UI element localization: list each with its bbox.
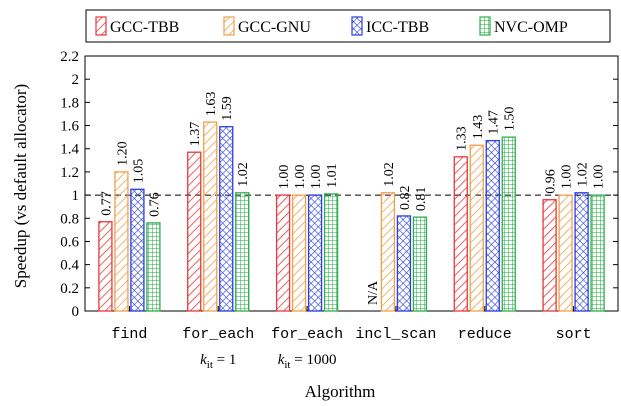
- plot-area: 00.20.40.60.811.21.41.61.822.2find0.771.…: [60, 49, 619, 371]
- data-label: 1.00: [560, 165, 575, 190]
- x-tick-label-sort: sort: [556, 326, 592, 343]
- bar-nvc-omp-reduce: [501, 136, 516, 312]
- k-it-sublabel: kit = 1000: [278, 352, 337, 371]
- x-axis-title: Algorithm: [305, 382, 376, 401]
- data-label: 0.81: [414, 187, 429, 212]
- bar-gcc-tbb-for-each: [275, 194, 291, 312]
- data-label: 1.00: [293, 165, 308, 190]
- bar-gcc-gnu-reduce: [469, 144, 484, 312]
- bar-gcc-gnu-find: [114, 171, 129, 312]
- bar-icc-tbb-for-each: [307, 194, 323, 312]
- data-label: 1.01: [325, 163, 340, 188]
- x-tick-label-for-each: for_each: [271, 326, 343, 343]
- k-it-sublabel: kit = 1: [200, 352, 236, 371]
- legend-label-icc-tbb: ICC-TBB: [366, 19, 429, 36]
- legend-swatch-nvc-omp: [479, 16, 491, 36]
- bar-gcc-gnu-for-each: [291, 194, 307, 312]
- x-tick-label-find: find: [111, 326, 147, 343]
- bar-nvc-omp-sort: [590, 194, 605, 312]
- bar-nvc-omp-find: [146, 222, 161, 312]
- y-tick-label: 2.2: [60, 49, 79, 65]
- legend-box: [85, 9, 611, 43]
- data-label: 0.82: [398, 185, 413, 210]
- y-tick-label: 0.6: [60, 234, 79, 250]
- legend-swatch-gcc-gnu: [223, 16, 235, 36]
- bar-nvc-omp-for-each: [235, 192, 250, 312]
- bar-nvc-omp-incl-scan: [412, 216, 428, 312]
- x-tick-label-incl-scan: incl_scan: [355, 326, 436, 343]
- data-label: 1.05: [131, 159, 146, 184]
- bar-gcc-tbb-for-each: [187, 151, 202, 312]
- legend-label-gcc-gnu: GCC-GNU: [238, 19, 311, 36]
- plot-frame: [84, 55, 619, 312]
- data-label: 1.00: [592, 165, 607, 190]
- data-label: 1.20: [115, 141, 130, 166]
- legend: GCC-TBB GCC-GNU ICC-TBB NVC-OMP: [85, 9, 611, 43]
- bar-icc-tbb-incl-scan: [396, 215, 412, 312]
- data-label: 1.59: [220, 96, 235, 121]
- na-label: N/A: [366, 280, 381, 305]
- bar-gcc-tbb-find: [98, 221, 113, 312]
- data-label: 1.47: [487, 110, 502, 135]
- bar-gcc-gnu-for-each: [203, 121, 218, 312]
- y-tick-label: 0.4: [60, 258, 79, 274]
- bar-icc-tbb-find: [130, 188, 145, 312]
- data-label: 0.77: [99, 191, 114, 216]
- legend-label-nvc-omp: NVC-OMP: [494, 19, 568, 36]
- y-tick-label: 0: [72, 304, 80, 320]
- bar-gcc-gnu-sort: [558, 194, 573, 312]
- bar-nvc-omp-for-each: [323, 193, 339, 312]
- legend-swatch-icc-tbb: [351, 16, 363, 36]
- data-label: 1.63: [204, 92, 219, 117]
- data-label: 1.37: [188, 122, 203, 147]
- bar-gcc-tbb-reduce: [453, 156, 468, 312]
- bar-gcc-tbb-sort: [542, 199, 557, 312]
- y-tick-label: 0.8: [60, 211, 79, 227]
- data-label: 0.76: [147, 192, 162, 217]
- legend-label-gcc-tbb: GCC-TBB: [110, 19, 179, 36]
- data-label: 1.02: [382, 162, 397, 187]
- y-axis-title: Speedup (vs default allocator): [11, 84, 30, 288]
- y-tick-label: 2: [72, 72, 80, 88]
- data-label: 1.00: [277, 165, 292, 190]
- x-tick-label-for-each: for_each: [182, 326, 254, 343]
- y-tick-label: 1.4: [60, 142, 79, 158]
- bar-icc-tbb-sort: [574, 192, 589, 312]
- data-label: 1.33: [455, 126, 470, 151]
- bar-icc-tbb-for-each: [219, 126, 234, 312]
- legend-swatch-gcc-tbb: [95, 16, 107, 36]
- data-label: 1.02: [236, 162, 251, 187]
- data-label: 1.00: [309, 165, 324, 190]
- y-tick-label: 1.8: [60, 95, 79, 111]
- y-tick-label: 1.6: [60, 119, 79, 135]
- data-label: 1.02: [576, 162, 591, 187]
- bar-gcc-gnu-incl-scan: [380, 192, 396, 312]
- y-tick-label: 1: [72, 188, 80, 204]
- y-tick-label: 0.2: [60, 281, 79, 297]
- data-label: 0.96: [544, 169, 559, 194]
- data-label: 1.43: [471, 115, 486, 140]
- y-tick-label: 1.2: [60, 165, 79, 181]
- data-label: 1.50: [503, 107, 518, 132]
- bar-icc-tbb-reduce: [485, 139, 500, 312]
- x-tick-label-reduce: reduce: [458, 326, 512, 343]
